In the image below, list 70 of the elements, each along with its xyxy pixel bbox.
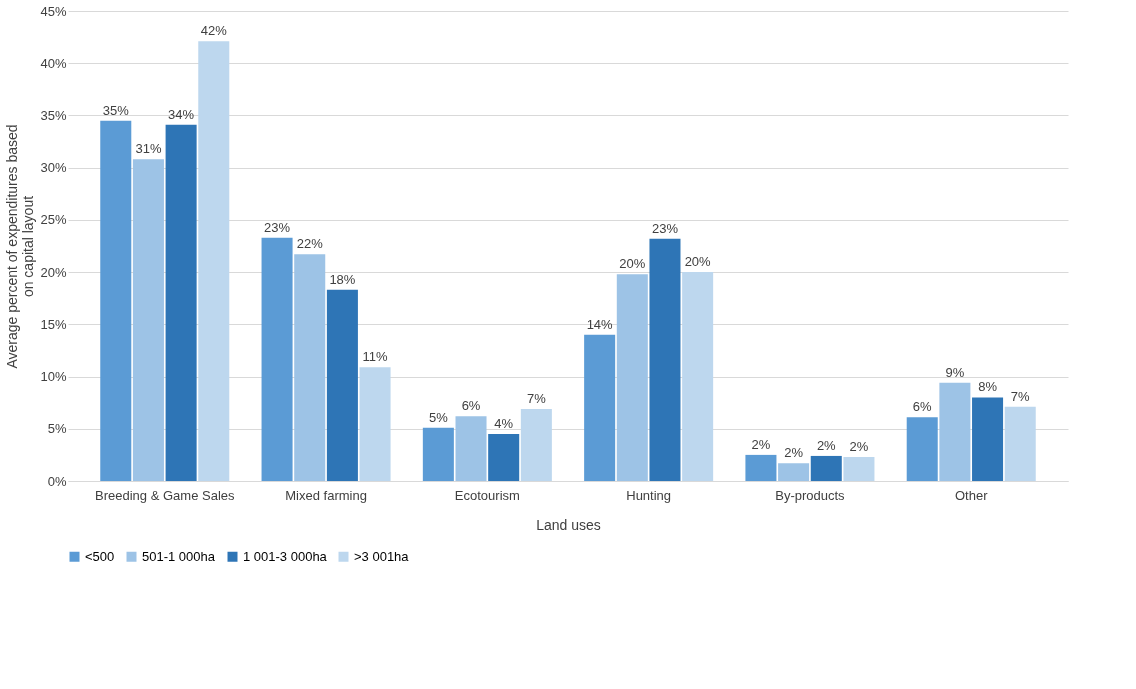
data-label: 20% xyxy=(619,256,646,272)
x-tick-label: Other xyxy=(954,487,989,503)
data-label: 11% xyxy=(362,349,389,365)
bar xyxy=(649,238,681,481)
data-label: 34% xyxy=(168,106,195,122)
bar xyxy=(1004,406,1036,481)
x-tick-label: Breeding & Game Sales xyxy=(95,487,235,503)
bar xyxy=(810,455,842,481)
data-label: 5% xyxy=(428,409,449,425)
data-label: 20% xyxy=(684,254,712,270)
bar xyxy=(843,456,875,481)
legend-label: <500 xyxy=(85,548,115,564)
y-tick-label: 30% xyxy=(40,160,67,176)
data-label: 7% xyxy=(1010,388,1031,404)
data-label: 35% xyxy=(102,102,130,118)
data-label: 7% xyxy=(526,390,547,406)
x-tick-label: Hunting xyxy=(626,487,672,503)
bar xyxy=(261,237,293,481)
bar xyxy=(132,159,164,481)
bar xyxy=(520,408,552,481)
legend-label: 1 001-3 000ha xyxy=(243,548,328,564)
x-tick-label: Mixed farming xyxy=(285,487,367,503)
data-label: 2% xyxy=(816,437,837,453)
y-axis-title: Average percent of expenditures based on capital layout xyxy=(4,124,37,369)
bar xyxy=(100,120,132,481)
bar xyxy=(972,397,1004,481)
data-label: 6% xyxy=(461,398,481,414)
bar xyxy=(778,463,810,481)
data-label: 23% xyxy=(651,220,679,236)
y-tick-label: 0% xyxy=(47,473,67,489)
y-tick-label: 25% xyxy=(40,212,67,228)
x-tick-label: Ecotourism xyxy=(454,487,520,503)
y-tick-label: 10% xyxy=(40,369,67,385)
y-tick-label: 15% xyxy=(40,316,67,332)
bar xyxy=(198,41,230,481)
x-tick-label: By-products xyxy=(775,487,846,503)
legend-label: >3 001ha xyxy=(354,548,410,564)
data-label: 14% xyxy=(586,316,614,332)
data-label: 2% xyxy=(751,436,771,452)
y-tick-label: 20% xyxy=(40,264,67,280)
data-label: 8% xyxy=(978,379,998,395)
data-label: 18% xyxy=(329,271,356,287)
data-label: 42% xyxy=(200,23,228,39)
bar xyxy=(906,417,938,481)
data-label: 4% xyxy=(494,416,514,431)
bar xyxy=(294,254,326,481)
y-tick-label: 5% xyxy=(47,421,67,437)
bar xyxy=(422,427,454,481)
bar xyxy=(939,382,971,481)
bar xyxy=(326,289,358,481)
bar xyxy=(359,367,391,481)
legend-label: 501-1 000ha xyxy=(142,548,216,564)
bar xyxy=(584,334,616,481)
data-label: 23% xyxy=(264,219,291,235)
bar xyxy=(488,434,520,481)
bar xyxy=(165,124,197,481)
x-axis-title: Land uses xyxy=(536,516,601,533)
data-label: 9% xyxy=(945,364,965,380)
y-tick-label: 35% xyxy=(40,107,67,123)
data-label: 31% xyxy=(135,141,162,157)
data-label: 22% xyxy=(296,236,324,252)
bar xyxy=(745,454,777,481)
bar xyxy=(616,274,648,481)
y-tick-label: 40% xyxy=(40,55,67,71)
data-label: 2% xyxy=(784,445,804,461)
bar xyxy=(455,416,487,481)
data-label: 6% xyxy=(912,399,933,415)
bar xyxy=(682,272,714,481)
data-label: 2% xyxy=(849,438,869,454)
y-tick-label: 45% xyxy=(40,3,67,19)
